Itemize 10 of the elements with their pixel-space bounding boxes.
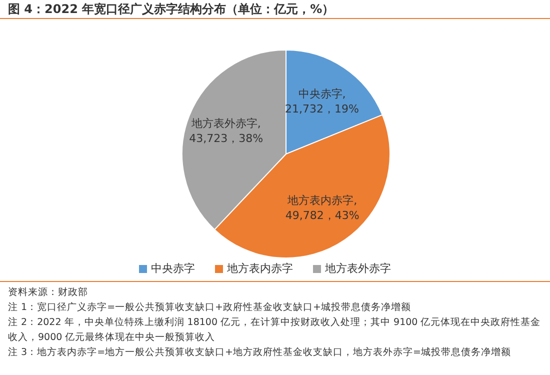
legend-label: 地方表外赤字 [325, 262, 391, 275]
text: 注 3：地方表内赤字=地方一般公共预算收支缺口+地方政府性基金收支缺口，地方表外赤字=城投带息债务净增额 [8, 346, 512, 360]
text: 注 1：宽口径广义赤字=一般公共预算收支缺口+政府性基金收支缺口+城投带息债务净增额 [8, 301, 412, 315]
legend-label: 中央赤字 [151, 262, 195, 275]
text: 注 2：2022 年，中央单位特殊上缴利润 18100 亿元，在计算中按财政收入处理；其中 9100 亿元体现在中央政府性基金收入，9000 亿元最终体现在中央一般预算收入 [8, 316, 542, 345]
text: 资料来源：财政部 [8, 286, 89, 300]
data-label: 地方表外赤字, 43,723，38% [189, 117, 264, 146]
legend-label: 地方表内赤字 [227, 262, 293, 275]
data-label: 地方表内赤字, 49,782，43% [285, 194, 360, 222]
chart-title: 图 4：2022 年宽口径广义赤字结构分布（单位：亿元，%） [0, 0, 550, 19]
